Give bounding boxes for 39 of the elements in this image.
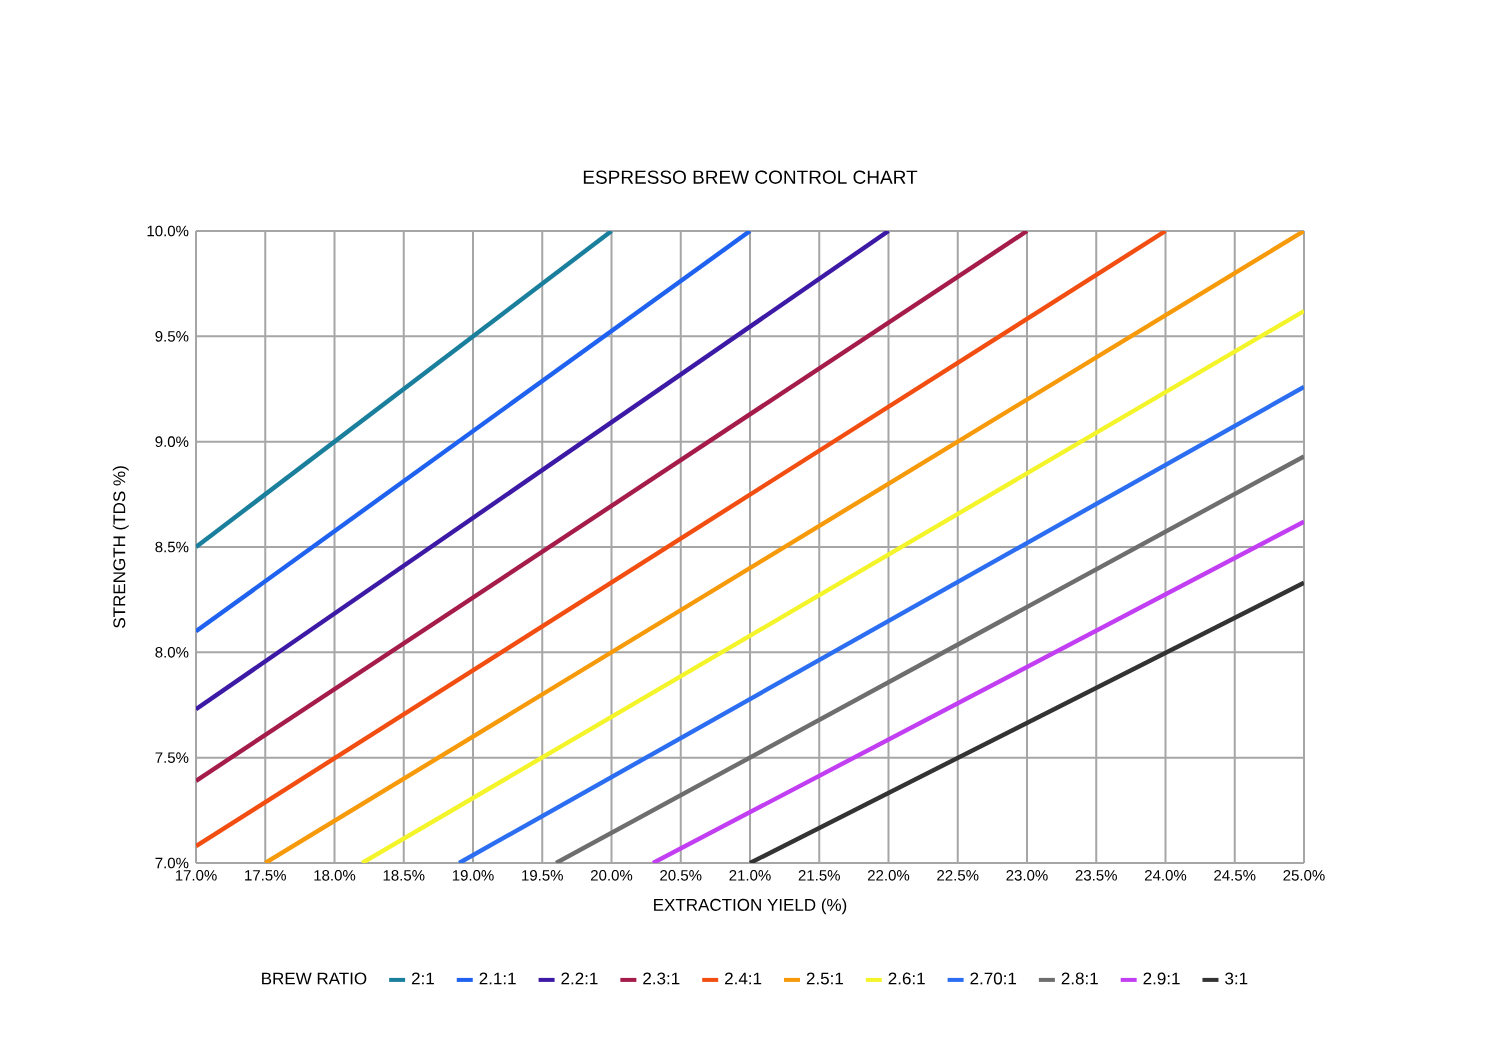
x-tick-label: 18.5% — [383, 870, 425, 881]
y-tick-label: 7.0% — [155, 857, 189, 869]
legend-label: 2.1:1 — [479, 972, 516, 985]
x-axis-title: EXTRACTION YIELD (%) — [654, 898, 847, 915]
legend-label: 2.2:1 — [561, 972, 598, 985]
x-tick-label: 25.0% — [1283, 870, 1325, 881]
x-tick-label: 17.0% — [175, 870, 217, 881]
x-tick-label: 20.5% — [660, 870, 702, 881]
x-tick-label: 23.5% — [1075, 870, 1117, 881]
y-tick-label: 9.0% — [155, 436, 189, 447]
x-tick-label: 19.0% — [452, 870, 494, 881]
x-tick-label: 23.0% — [1006, 870, 1048, 881]
legend-title: BREW RATIO — [262, 972, 367, 985]
y-axis-title: STRENGTH (TDS %) — [112, 466, 129, 628]
legend-label: 2.70:1 — [970, 972, 1017, 985]
chart-title: ESPRESSO BREW CONTROL CHART — [583, 170, 918, 184]
x-tick-label: 24.5% — [1214, 870, 1256, 881]
legend-label: 3:1 — [1225, 972, 1248, 985]
y-tick-label: 10.0% — [147, 225, 189, 237]
x-tick-label: 22.0% — [867, 870, 910, 881]
y-tick-label: 9.5% — [155, 331, 189, 342]
legend-label: 2.8:1 — [1061, 972, 1098, 985]
x-tick-label: 19.5% — [522, 870, 563, 881]
x-tick-label: 20.0% — [590, 870, 633, 881]
legend-label: 2.6:1 — [888, 972, 925, 985]
y-tick-label: 8.5% — [155, 541, 189, 553]
legend-label: 2.5:1 — [806, 972, 843, 985]
x-tick-label: 24.0% — [1144, 870, 1187, 881]
legend-label: 2.9:1 — [1143, 972, 1180, 985]
x-tick-label: 17.5% — [245, 870, 286, 881]
y-tick-label: 7.5% — [155, 752, 189, 763]
x-tick-label: 22.5% — [937, 870, 979, 881]
legend-label: 2:1 — [411, 972, 434, 985]
x-tick-label: 21.5% — [798, 870, 840, 881]
x-tick-label: 21.0% — [729, 870, 771, 881]
legend-label: 2.4:1 — [725, 972, 762, 985]
y-tick-label: 8.0% — [155, 647, 189, 658]
x-tick-label: 18.0% — [314, 870, 356, 881]
legend-label: 2.3:1 — [643, 972, 680, 985]
